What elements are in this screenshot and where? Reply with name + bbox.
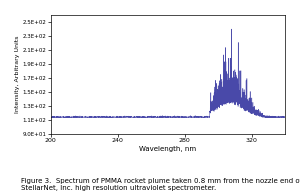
Y-axis label: Intensity, Arbitrary Units: Intensity, Arbitrary Units — [15, 36, 20, 113]
Text: Figure 3.  Spectrum of PMMA rocket plume taken 0.8 mm from the nozzle end of fue: Figure 3. Spectrum of PMMA rocket plume … — [21, 178, 300, 191]
X-axis label: Wavelength, nm: Wavelength, nm — [139, 146, 197, 152]
